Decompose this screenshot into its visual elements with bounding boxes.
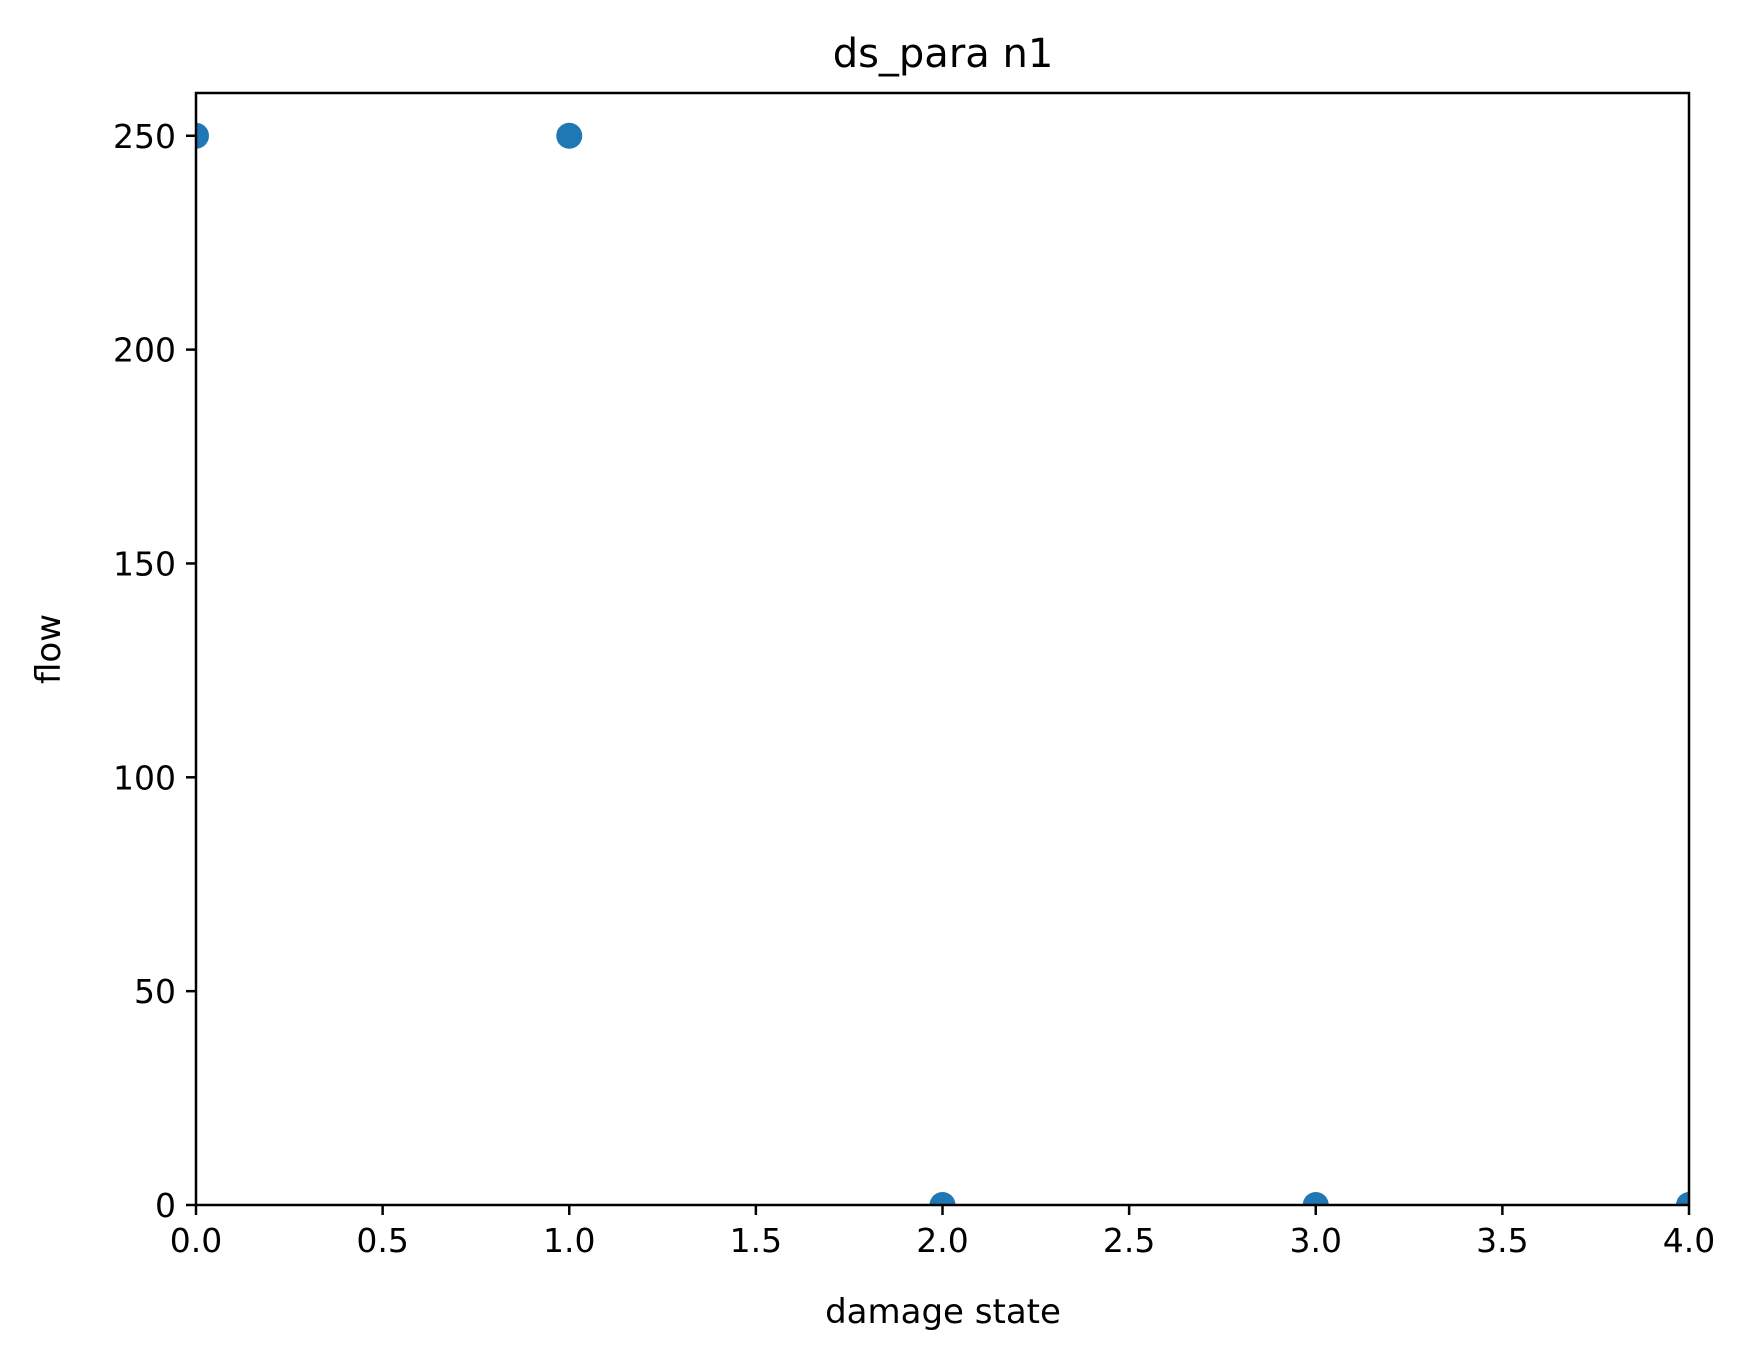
plot-frame	[194, 91, 1691, 1207]
y-tick-label: 100	[113, 758, 176, 797]
y-axis-ticks: 0 50 100 150 200 250	[113, 117, 196, 1225]
data-point	[929, 1192, 956, 1205]
plot-area	[196, 93, 1689, 1205]
x-tick-label: 0.0	[170, 1221, 222, 1260]
y-axis-label: flow	[29, 614, 69, 684]
data-point	[556, 122, 583, 149]
data-point	[1676, 1192, 1689, 1205]
y-tick-label: 150	[113, 544, 176, 583]
x-tick-label: 1.0	[543, 1221, 595, 1260]
y-tick-label: 250	[113, 117, 176, 156]
x-tick-label: 3.5	[1476, 1221, 1528, 1260]
data-point	[1302, 1192, 1329, 1205]
y-tick-label: 0	[155, 1186, 176, 1225]
y-tick-label: 200	[113, 331, 176, 370]
x-tick-label: 1.5	[730, 1221, 782, 1260]
x-axis-label: damage state	[825, 1292, 1061, 1332]
chart-title: ds_para n1	[833, 31, 1054, 77]
x-tick-label: 0.5	[356, 1221, 408, 1260]
x-tick-label: 2.0	[916, 1221, 968, 1260]
x-tick-label: 3.0	[1290, 1221, 1342, 1260]
plot-background	[196, 93, 1689, 1205]
x-axis-ticks: 0.0 0.5 1.0 1.5 2.0 2.5 3.0 3.5 4.0	[170, 1205, 1715, 1260]
x-tick-label: 2.5	[1103, 1221, 1155, 1260]
y-tick-label: 50	[134, 972, 176, 1011]
x-tick-label: 4.0	[1663, 1221, 1715, 1260]
data-point	[196, 122, 209, 149]
data-points	[196, 122, 1689, 1205]
